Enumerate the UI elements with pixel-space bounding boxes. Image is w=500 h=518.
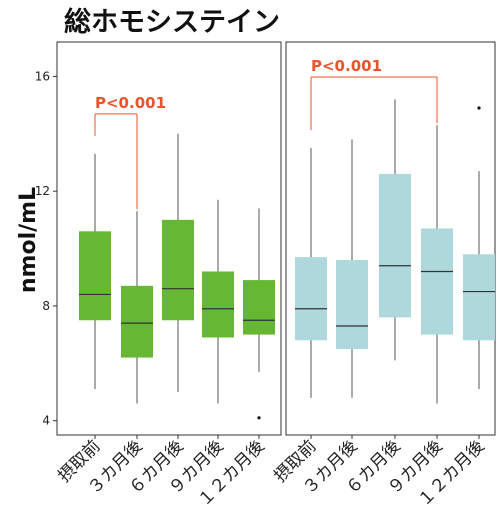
y-axis-ticks: 4 8 12 16: [35, 69, 57, 428]
box-1: 摂取前: [54, 153, 111, 487]
box-body: [379, 173, 411, 318]
chart-panels: 摂取前３カ月後６カ月後９カ月後１２カ月後P<0.001摂取前３カ月後６カ月後９カ…: [54, 41, 496, 511]
box-body: [336, 260, 368, 349]
box-body: [202, 271, 234, 338]
box-body: [121, 285, 153, 358]
p-value-label: P<0.001: [95, 94, 166, 112]
box-body: [162, 219, 194, 321]
box-outlier: [257, 416, 261, 420]
box-body: [79, 231, 111, 321]
panel-frame: [56, 41, 282, 436]
box-body: [243, 280, 275, 335]
significance-annotation: P<0.001: [94, 94, 166, 210]
panel-frame: [285, 41, 496, 436]
y-tick-label: 8: [42, 299, 50, 313]
box-1: 摂取前: [270, 148, 327, 487]
p-value-label: P<0.001: [311, 57, 382, 75]
chart-title: 総ホモシステイン: [64, 6, 280, 38]
y-tick-label: 12: [35, 184, 50, 198]
box-outlier: [477, 106, 481, 110]
significance-annotation: P<0.001: [310, 57, 438, 131]
y-axis-label: nmol/mL: [16, 187, 41, 293]
box-body: [295, 257, 327, 341]
box-body: [463, 254, 495, 341]
box-body: [421, 228, 453, 335]
y-tick-label: 16: [35, 69, 50, 83]
y-tick-label: 4: [42, 414, 50, 428]
